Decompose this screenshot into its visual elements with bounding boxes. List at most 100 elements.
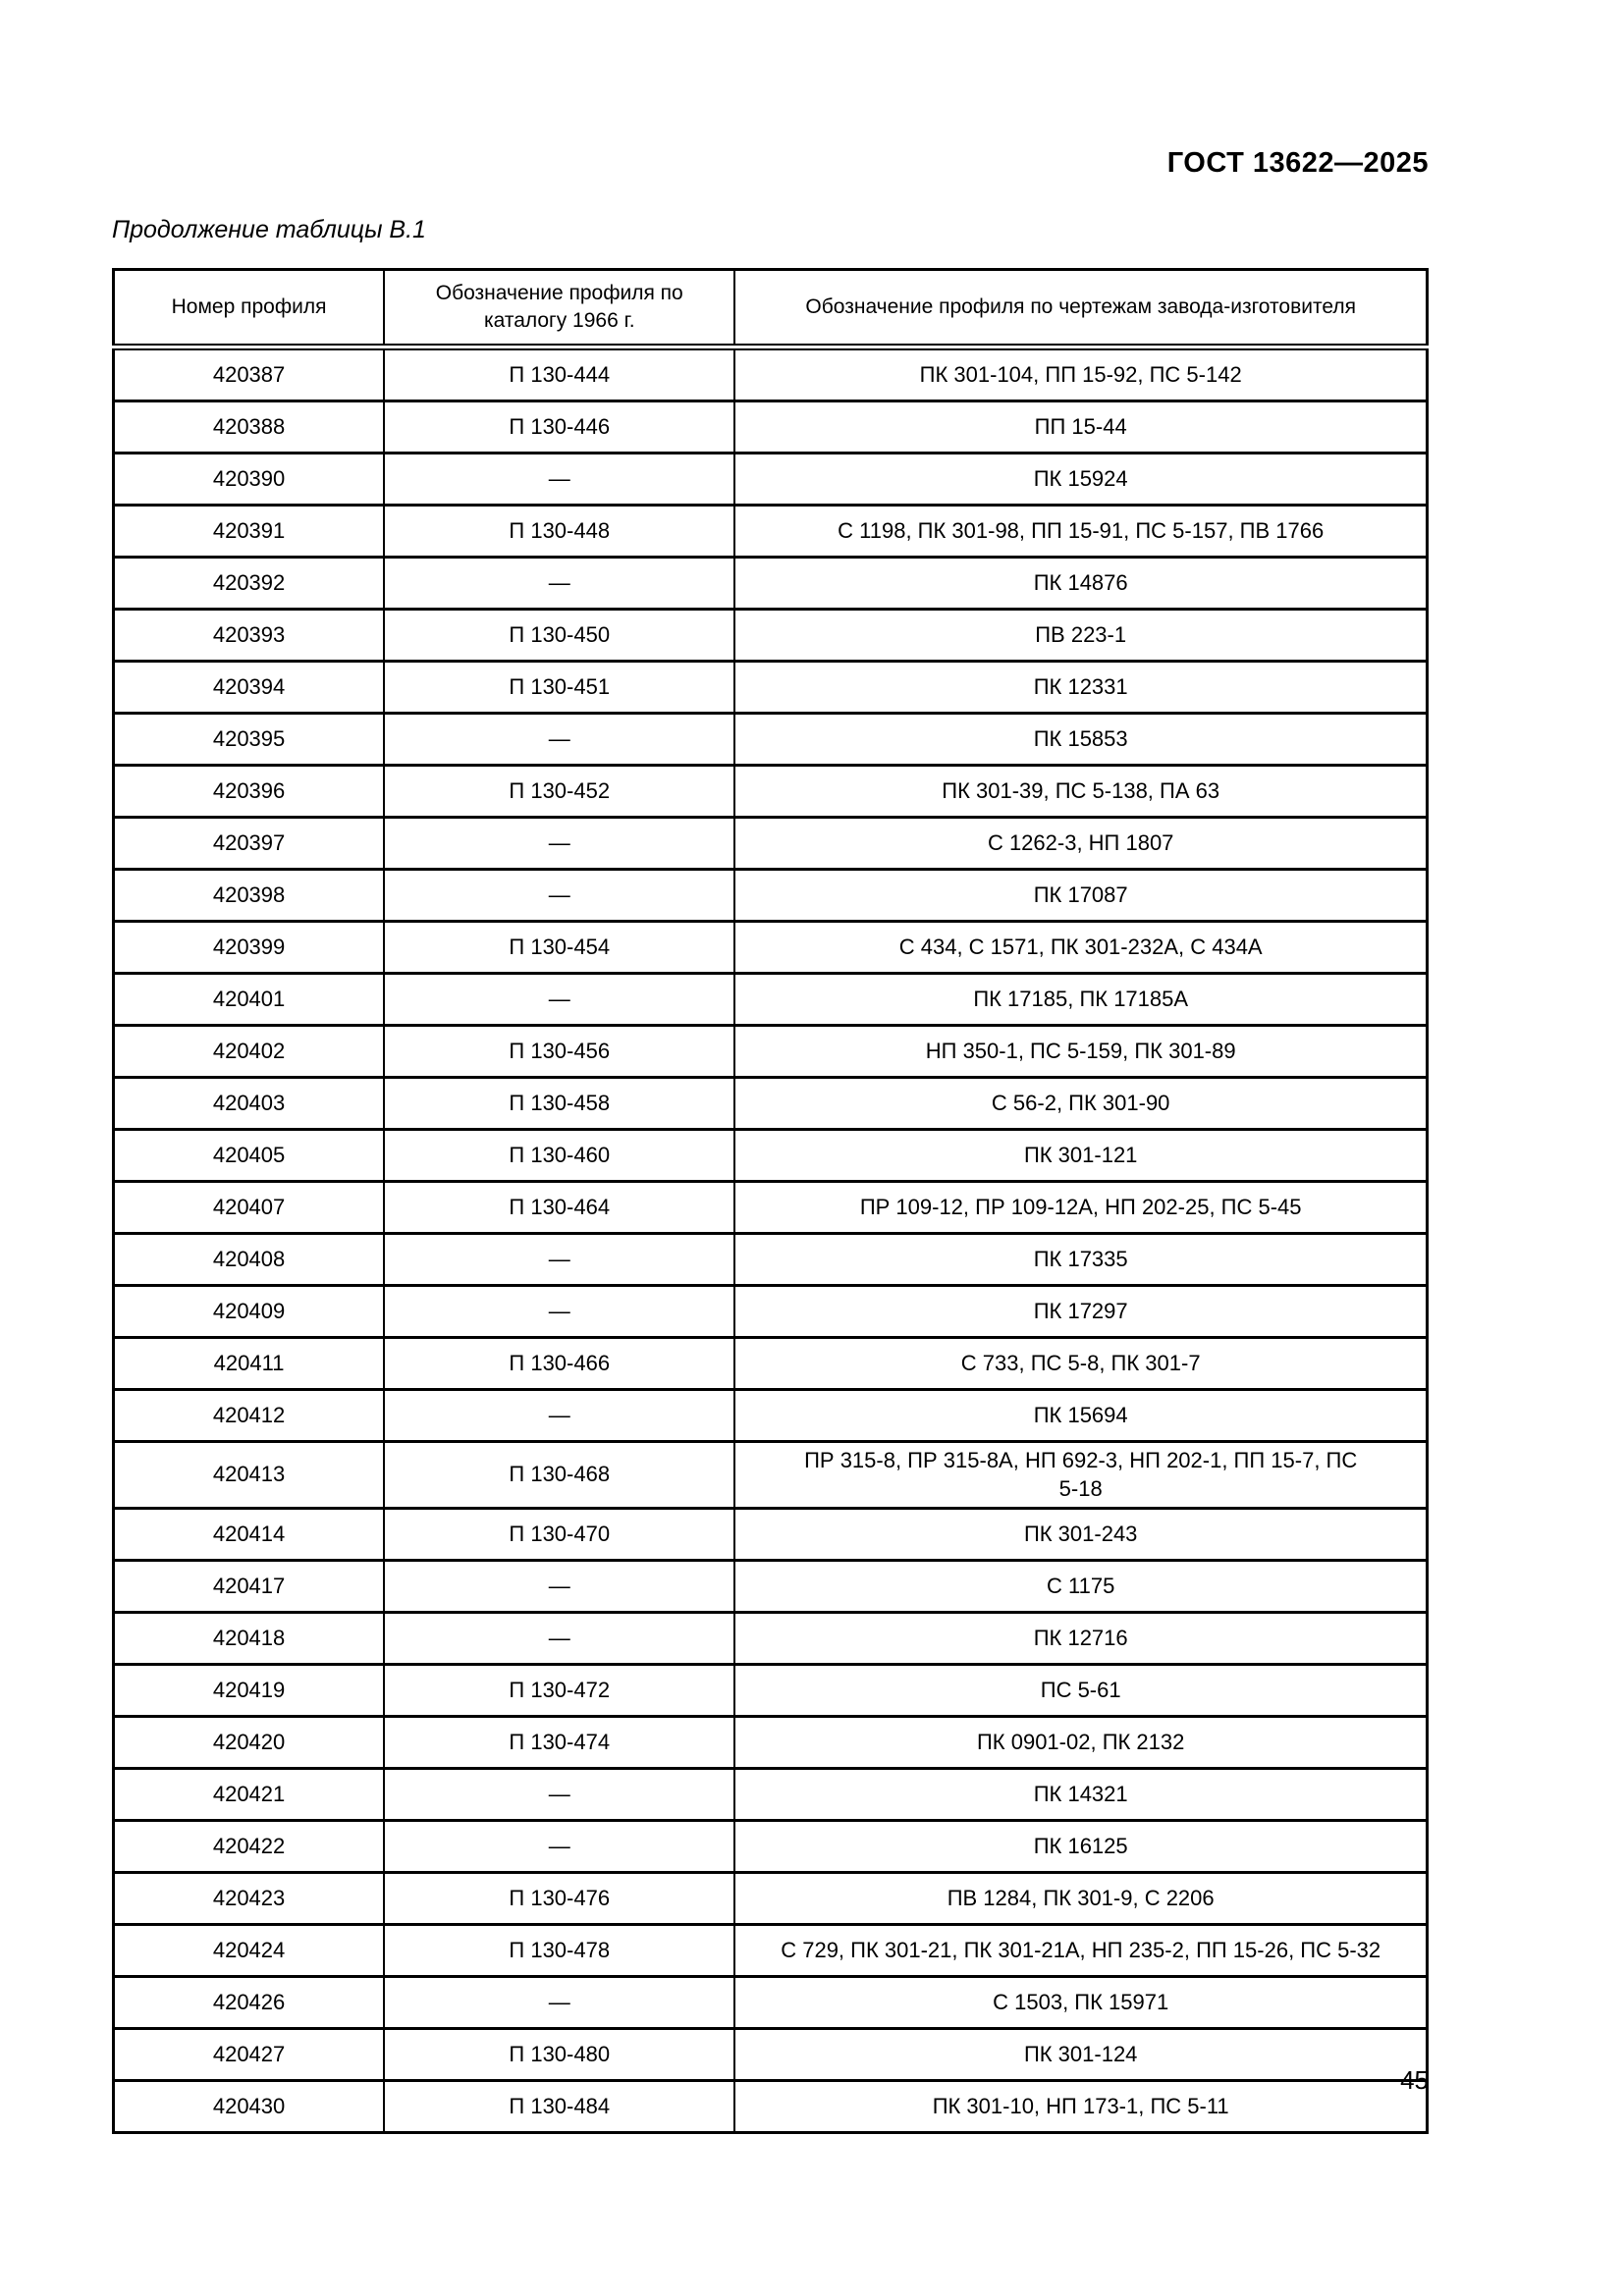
factory-designation-cell: С 733, ПС 5-8, ПК 301-7 xyxy=(733,1336,1429,1391)
table-row: 420387 П 130-444 ПК 301-104, ПП 15-92, ПС … xyxy=(112,346,1429,402)
table-row: 420414 П 130-470 ПК 301-243 xyxy=(112,1507,1429,1563)
factory-designation-cell: ПК 17335 xyxy=(733,1232,1429,1287)
factory-designation-cell: С 434, С 1571, ПК 301-232А, С 434А xyxy=(733,920,1429,975)
factory-designation-cell: ПК 15924 xyxy=(733,452,1429,507)
catalog-1966-cell: — xyxy=(383,972,736,1027)
catalog-1966-cell: — xyxy=(383,816,736,871)
catalog-1966-cell: — xyxy=(383,1232,736,1287)
factory-designation-cell: ПК 301-121 xyxy=(733,1128,1429,1183)
table-row: 420427 П 130-480 ПК 301-124 xyxy=(112,2027,1429,2083)
profile-number-cell: 420419 xyxy=(112,1663,386,1719)
factory-designation-cell: ПК 301-243 xyxy=(733,1507,1429,1563)
table-row: 420409— ПК 17297 xyxy=(112,1284,1429,1339)
profile-number-cell: 420411 xyxy=(112,1336,386,1391)
catalog-1966-cell: П 130-460 xyxy=(383,1128,736,1183)
catalog-1966-cell: П 130-484 xyxy=(383,2079,736,2135)
factory-designation-cell: С 56-2, ПК 301-90 xyxy=(733,1076,1429,1131)
catalog-1966-cell: П 130-451 xyxy=(383,660,736,715)
catalog-1966-cell: П 130-454 xyxy=(383,920,736,975)
table-row: 420403 П 130-458 С 56-2, ПК 301-90 xyxy=(112,1076,1429,1131)
factory-designation-cell: С 1262-3, НП 1807 xyxy=(733,816,1429,871)
table-row: 420399 П 130-454 С 434, С 1571, ПК 301-232… xyxy=(112,920,1429,975)
factory-designation-cell: ПК 17185, ПК 17185А xyxy=(733,972,1429,1027)
factory-designation-cell: ПВ 223-1 xyxy=(733,608,1429,663)
table-row: 420396 П 130-452 ПК 301-39, ПС 5-138, ПА 6… xyxy=(112,764,1429,819)
profile-number-cell: 420390 xyxy=(112,452,386,507)
catalog-1966-cell: П 130-458 xyxy=(383,1076,736,1131)
catalog-1966-cell: — xyxy=(383,1975,736,2031)
table-row: 420390— ПК 15924 xyxy=(112,452,1429,507)
profile-number-cell: 420393 xyxy=(112,608,386,663)
catalog-1966-cell: П 130-450 xyxy=(383,608,736,663)
table-row: 420430 П 130-484 ПК 301-10, НП 173-1, ПС 5… xyxy=(112,2079,1429,2135)
profile-number-cell: 420418 xyxy=(112,1611,386,1667)
catalog-1966-cell: П 130-448 xyxy=(383,504,736,559)
catalog-1966-cell: — xyxy=(383,712,736,767)
table-row: 420419 П 130-472 ПС 5-61 xyxy=(112,1663,1429,1719)
catalog-1966-cell: П 130-444 xyxy=(383,346,736,402)
factory-designation-cell: ПК 15853 xyxy=(733,712,1429,767)
catalog-1966-cell: П 130-468 xyxy=(383,1439,736,1511)
table-row: 420420 П 130-474 ПК 0901-02, ПК 2132 xyxy=(112,1715,1429,1771)
catalog-1966-cell: — xyxy=(383,452,736,507)
table-row: 420412— ПК 15694 xyxy=(112,1388,1429,1443)
table-row: 420388 П 130-446 ПП 15-44 xyxy=(112,400,1429,454)
profile-number-cell: 420403 xyxy=(112,1076,386,1131)
catalog-1966-cell: — xyxy=(383,868,736,923)
profile-number-cell: 420402 xyxy=(112,1024,386,1079)
profile-number-cell: 420395 xyxy=(112,712,386,767)
factory-designation-cell: ПР 315-8, ПР 315-8А, НП 692-3, НП 202-1,… xyxy=(733,1439,1429,1511)
profile-number-cell: 420399 xyxy=(112,920,386,975)
catalog-1966-cell: П 130-472 xyxy=(383,1663,736,1719)
factory-designation-cell: ПР 109-12, ПР 109-12А, НП 202-25, ПС 5-4… xyxy=(733,1180,1429,1235)
profile-number-cell: 420388 xyxy=(112,400,386,454)
profile-number-cell: 420408 xyxy=(112,1232,386,1287)
factory-designation-cell: ПК 301-124 xyxy=(733,2027,1429,2083)
profile-number-cell: 420396 xyxy=(112,764,386,819)
profile-number-cell: 420422 xyxy=(112,1819,386,1875)
header-profile-number: Номер профиля xyxy=(112,268,386,350)
profile-number-cell: 420407 xyxy=(112,1180,386,1235)
factory-designation-cell: ПК 12716 xyxy=(733,1611,1429,1667)
profile-number-cell: 420414 xyxy=(112,1507,386,1563)
table-row: 420401— ПК 17185, ПК 17185А xyxy=(112,972,1429,1027)
profile-number-cell: 420424 xyxy=(112,1923,386,1979)
table-row: 420422— ПК 16125 xyxy=(112,1819,1429,1875)
profile-number-cell: 420391 xyxy=(112,504,386,559)
profile-number-cell: 420397 xyxy=(112,816,386,871)
factory-designation-cell: ПК 17087 xyxy=(733,868,1429,923)
table-body: 420387 П 130-444 ПК 301-104, ПП 15-92, ПС … xyxy=(112,346,1429,2135)
profile-number-cell: 420427 xyxy=(112,2027,386,2083)
catalog-1966-cell: П 130-478 xyxy=(383,1923,736,1979)
table-row: 420423 П 130-476 ПВ 1284, ПК 301-9, С 2206 xyxy=(112,1871,1429,1927)
document-code: ГОСТ 13622—2025 xyxy=(1166,147,1429,179)
catalog-1966-cell: П 130-470 xyxy=(383,1507,736,1563)
factory-designation-cell: ПК 14876 xyxy=(733,556,1429,611)
factory-designation-cell: ПК 301-10, НП 173-1, ПС 5-11 xyxy=(733,2079,1429,2135)
catalog-1966-cell: — xyxy=(383,1767,736,1823)
table-row: 420413 П 130-468 ПР 315-8, ПР 315-8А, НП 6… xyxy=(112,1439,1429,1511)
table-row: 420407 П 130-464 ПР 109-12, ПР 109-12А, НП… xyxy=(112,1180,1429,1235)
table-caption: Продолжение таблицы В.1 xyxy=(112,216,426,243)
catalog-1966-cell: — xyxy=(383,1819,736,1875)
factory-designation-cell: ПВ 1284, ПК 301-9, С 2206 xyxy=(733,1871,1429,1927)
catalog-1966-cell: П 130-456 xyxy=(383,1024,736,1079)
factory-designation-cell: НП 350-1, ПС 5-159, ПК 301-89 xyxy=(733,1024,1429,1079)
page-number: 45 xyxy=(1400,2065,1429,2095)
profile-number-cell: 420412 xyxy=(112,1388,386,1443)
table-row: 420426— С 1503, ПК 15971 xyxy=(112,1975,1429,2031)
table-row: 420393 П 130-450 ПВ 223-1 xyxy=(112,608,1429,663)
profile-number-cell: 420420 xyxy=(112,1715,386,1771)
factory-designation-cell: ПК 301-104, ПП 15-92, ПС 5-142 xyxy=(733,346,1429,402)
profile-number-cell: 420398 xyxy=(112,868,386,923)
catalog-1966-cell: П 130-452 xyxy=(383,764,736,819)
table-row: 420402 П 130-456 НП 350-1, ПС 5-159, ПК 30… xyxy=(112,1024,1429,1079)
table-row: 420394 П 130-451 ПК 12331 xyxy=(112,660,1429,715)
catalog-1966-cell: П 130-476 xyxy=(383,1871,736,1927)
table-row: 420408— ПК 17335 xyxy=(112,1232,1429,1287)
table-header: Номер профиля Обозначение профиля по кат… xyxy=(112,268,1429,350)
table-header-row: Номер профиля Обозначение профиля по кат… xyxy=(112,268,1429,350)
profile-number-cell: 420417 xyxy=(112,1559,386,1615)
table-row: 420417— С 1175 xyxy=(112,1559,1429,1615)
factory-designation-cell: С 729, ПК 301-21, ПК 301-21А, НП 235-2, … xyxy=(733,1923,1429,1979)
